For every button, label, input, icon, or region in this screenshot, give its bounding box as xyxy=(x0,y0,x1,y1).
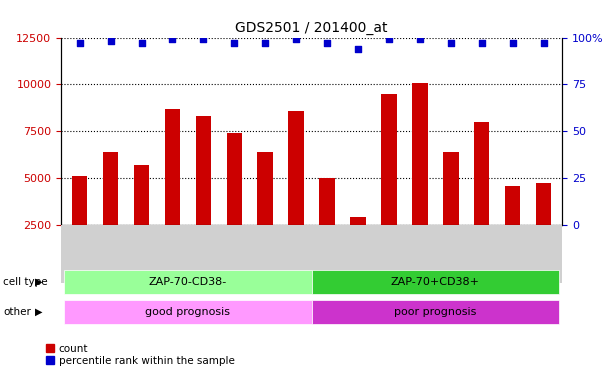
Point xyxy=(199,36,208,42)
Bar xyxy=(350,217,366,272)
Point xyxy=(446,40,456,46)
Text: ▶: ▶ xyxy=(35,307,43,317)
Bar xyxy=(312,300,559,324)
Bar xyxy=(103,152,119,272)
Point xyxy=(137,40,147,46)
Bar xyxy=(381,94,397,272)
Text: other: other xyxy=(3,307,31,317)
Bar xyxy=(72,176,87,272)
Point xyxy=(229,40,239,46)
Text: ZAP-70-CD38-: ZAP-70-CD38- xyxy=(148,277,227,287)
Text: cell type: cell type xyxy=(3,277,48,287)
Point xyxy=(260,40,270,46)
Bar xyxy=(536,183,551,272)
Point xyxy=(322,40,332,46)
Bar xyxy=(64,270,312,294)
Point xyxy=(353,46,363,52)
Bar xyxy=(443,152,458,272)
Point xyxy=(75,40,84,46)
Point xyxy=(508,40,518,46)
Bar xyxy=(134,165,149,272)
Bar xyxy=(64,300,312,324)
Bar xyxy=(257,152,273,272)
Point xyxy=(106,38,115,44)
Text: ▶: ▶ xyxy=(35,277,43,287)
Bar xyxy=(165,109,180,272)
Bar xyxy=(196,116,211,272)
Point xyxy=(291,36,301,42)
Bar xyxy=(320,178,335,272)
Title: GDS2501 / 201400_at: GDS2501 / 201400_at xyxy=(235,21,388,35)
Bar xyxy=(312,270,559,294)
Bar xyxy=(227,133,242,272)
Bar xyxy=(412,84,428,272)
Point xyxy=(167,36,177,42)
Bar xyxy=(474,122,489,272)
Bar xyxy=(288,111,304,272)
Point xyxy=(415,36,425,42)
Text: ZAP-70+CD38+: ZAP-70+CD38+ xyxy=(391,277,480,287)
Legend: count, percentile rank within the sample: count, percentile rank within the sample xyxy=(42,339,238,370)
Point xyxy=(539,40,549,46)
Point xyxy=(477,40,486,46)
Bar xyxy=(505,186,521,272)
Text: poor prognosis: poor prognosis xyxy=(394,307,477,317)
Text: good prognosis: good prognosis xyxy=(145,307,230,317)
Point xyxy=(384,36,394,42)
